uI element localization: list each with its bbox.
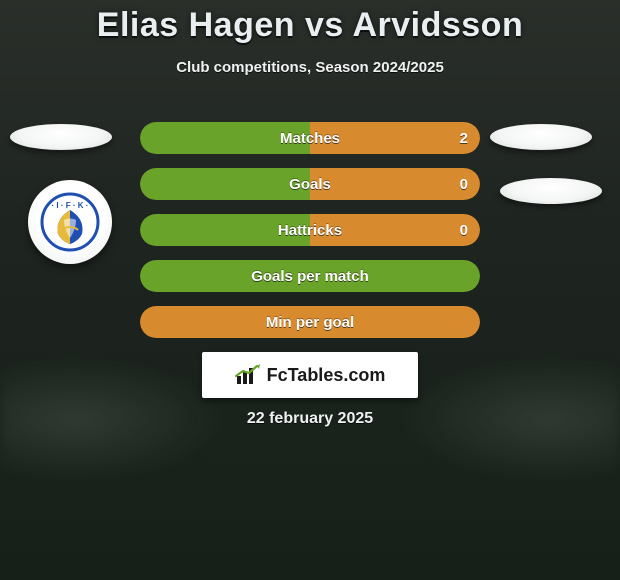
date-label: 22 february 2025 — [0, 410, 620, 428]
page-title: Elias Hagen vs Arvidsson — [0, 0, 620, 45]
stat-row: Hattricks0 — [140, 214, 480, 246]
stat-bar-right — [310, 214, 480, 246]
stat-bar-right — [310, 168, 480, 200]
stat-bar-right — [310, 122, 480, 154]
stat-row: Goals0 — [140, 168, 480, 200]
logo-text: FcTables.com — [267, 365, 386, 386]
ifk-crest-icon: · I · F · K · — [40, 192, 100, 252]
svg-text:· I · F · K ·: · I · F · K · — [52, 201, 89, 210]
stat-bar-left — [140, 306, 310, 338]
stat-bar-left — [140, 260, 310, 292]
stat-bar-left — [140, 168, 310, 200]
stat-value-right: 0 — [460, 214, 468, 246]
stat-bar-left — [140, 122, 310, 154]
stat-row: Matches2 — [140, 122, 480, 154]
bar-chart-icon — [235, 364, 261, 386]
stat-bar-right — [310, 260, 480, 292]
ellipse-mid-right — [500, 178, 602, 204]
page-subtitle: Club competitions, Season 2024/2025 — [0, 59, 620, 76]
fctables-logo: FcTables.com — [202, 352, 418, 398]
stat-value-right: 0 — [460, 168, 468, 200]
stat-row: Goals per match — [140, 260, 480, 292]
stats-container: Matches2 Goals0 Hattricks0 Goals per match M… — [140, 122, 480, 352]
comparison-infographic: Elias Hagen vs Arvidsson Club competitio… — [0, 0, 620, 580]
club-badge-left: · I · F · K · — [28, 180, 112, 264]
ellipse-top-right — [490, 124, 592, 150]
stat-bar-right — [310, 306, 480, 338]
stat-row: Min per goal — [140, 306, 480, 338]
ellipse-top-left — [10, 124, 112, 150]
stat-value-right: 2 — [460, 122, 468, 154]
stat-bar-left — [140, 214, 310, 246]
